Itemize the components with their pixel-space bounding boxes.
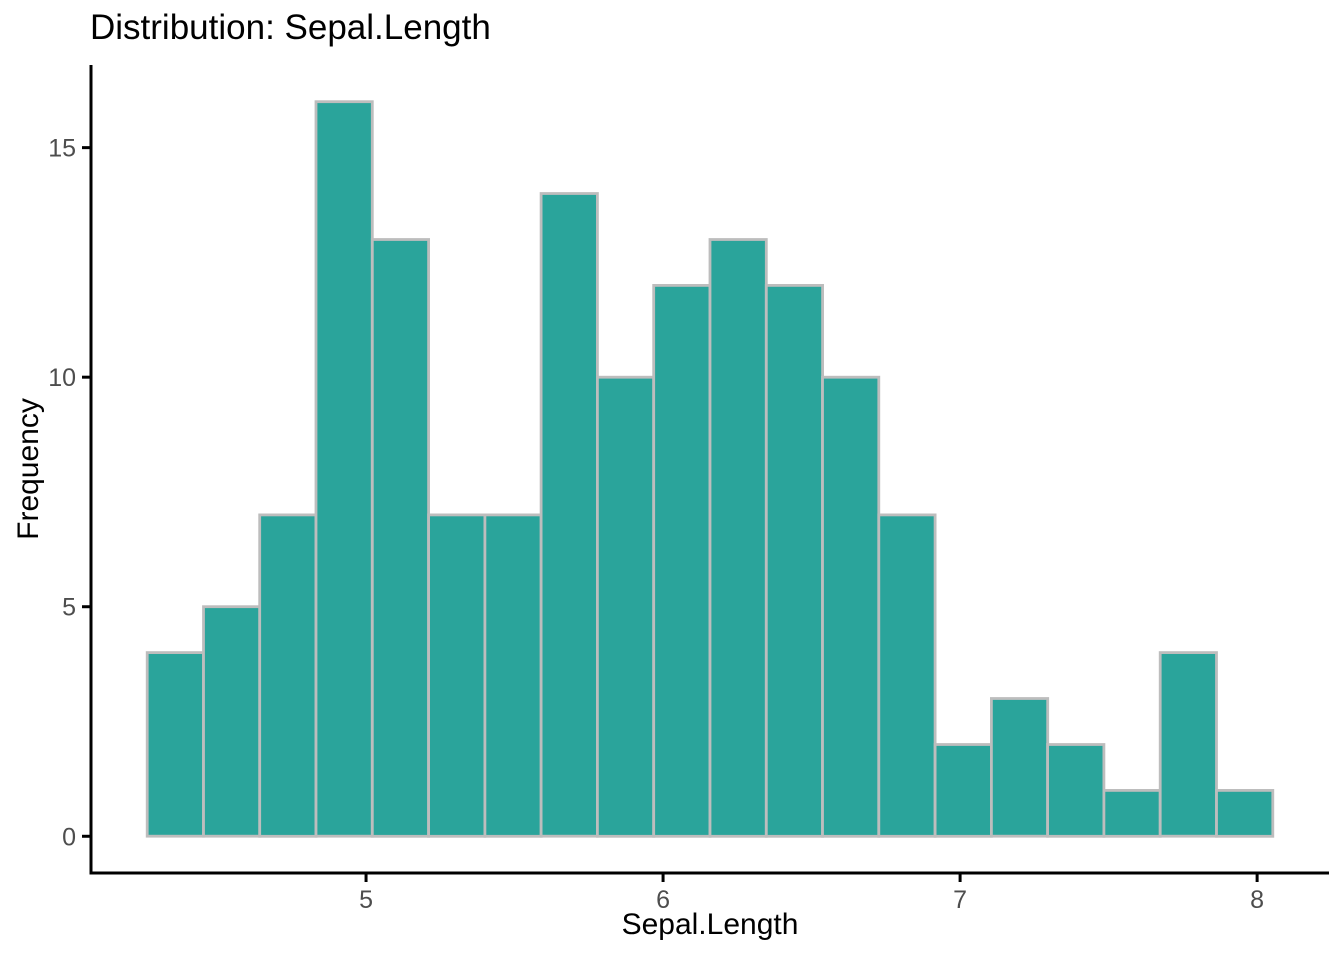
y-tick-label: 15 [48, 135, 76, 163]
x-axis-title: Sepal.Length [621, 908, 799, 941]
x-tick-label: 5 [359, 886, 373, 914]
x-tick-label: 8 [1250, 886, 1264, 914]
histogram-bar [821, 375, 881, 838]
histogram-bar [145, 651, 205, 838]
histogram-bar [483, 513, 543, 838]
histogram-bar [933, 743, 993, 838]
histogram-bar [990, 697, 1050, 838]
histogram-bar [370, 238, 430, 838]
histogram-bar [1158, 651, 1218, 838]
axes-group [89, 65, 1329, 875]
x-tick-label: 6 [656, 886, 670, 914]
chart-title: Distribution: Sepal.Length [90, 8, 491, 47]
histogram-bar [652, 283, 712, 838]
histogram-bar [708, 238, 768, 838]
x-axis-ticks: 5 6 7 8 [359, 873, 1264, 914]
y-tick-label: 0 [62, 823, 76, 851]
histogram-bar [596, 375, 656, 838]
y-tick-label: 10 [48, 364, 76, 392]
y-axis-title: Frequency [12, 398, 45, 540]
histogram-bar [539, 192, 599, 838]
histogram-bar [1102, 789, 1162, 838]
histogram-bar [1215, 789, 1275, 838]
histogram-bar [258, 513, 318, 838]
histogram-bar [764, 283, 824, 838]
y-tick-label: 5 [62, 594, 76, 622]
histogram-bar [427, 513, 487, 838]
histogram-bar [202, 605, 262, 838]
histogram-bar [877, 513, 937, 838]
x-tick-label: 7 [953, 886, 967, 914]
y-axis-ticks: 0 5 10 15 [48, 135, 91, 851]
bars-group [145, 100, 1275, 838]
histogram-bar [1046, 743, 1106, 838]
histogram-bar [314, 100, 374, 838]
